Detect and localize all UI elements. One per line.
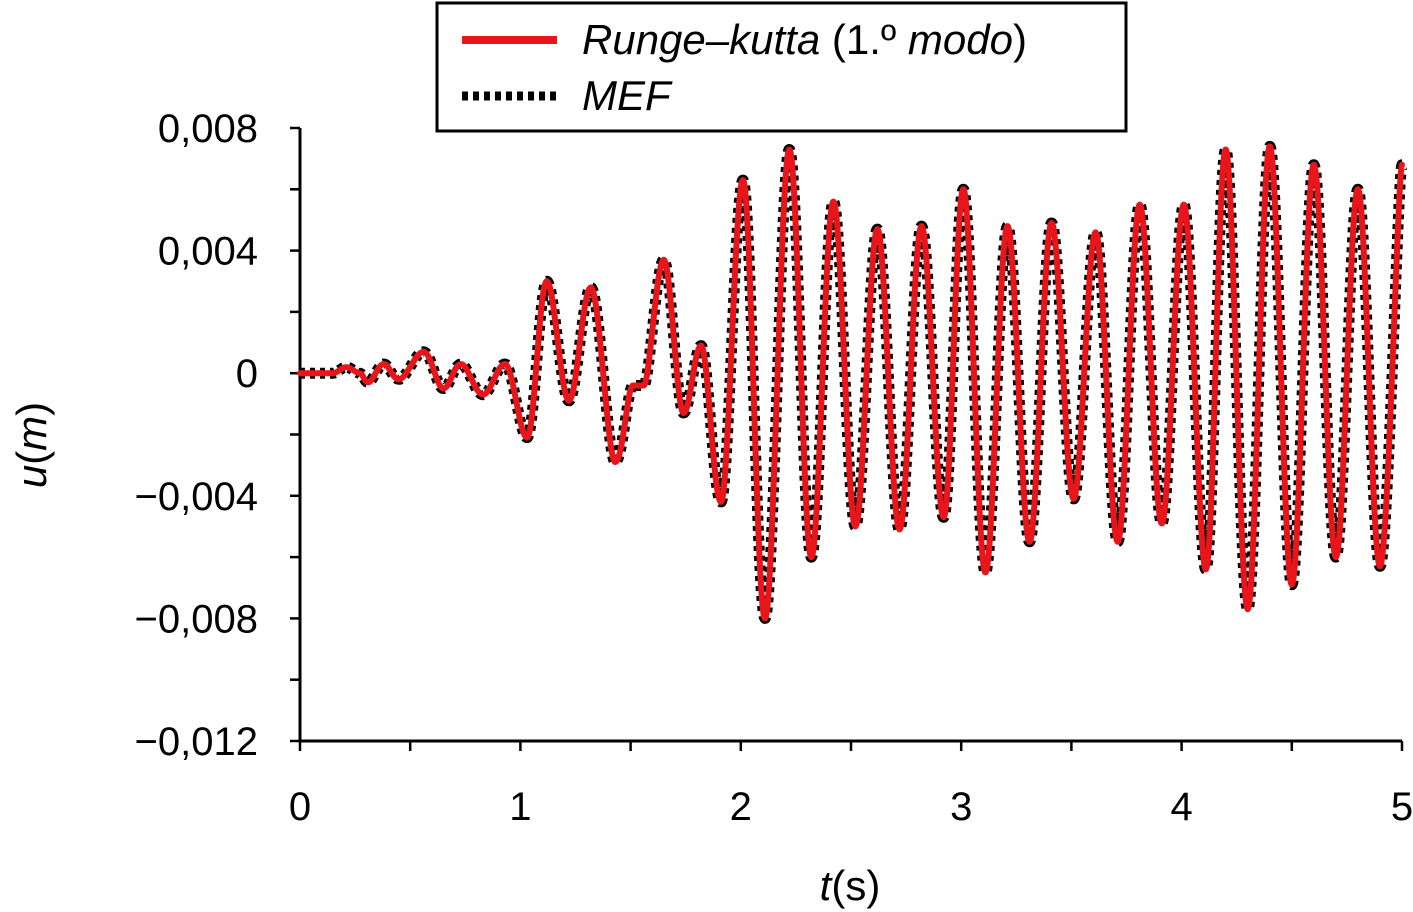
legend: Runge–kutta (1.º modo) MEF (435, 1, 1128, 133)
data-point (544, 278, 550, 284)
data-point (661, 257, 667, 263)
data-point (641, 383, 647, 388)
data-point (480, 392, 486, 398)
y-tick-label: −0,012 (135, 720, 258, 764)
data-point (852, 524, 858, 529)
data-point (681, 410, 686, 416)
data-point (1289, 582, 1295, 588)
data-point (381, 361, 387, 367)
data-point (919, 223, 924, 229)
data-point (1049, 220, 1055, 226)
data-point (1223, 147, 1229, 152)
legend-label-runge-kutta: Runge–kutta (1.º modo) (582, 16, 1027, 63)
data-point (874, 226, 880, 232)
data-point (1355, 186, 1361, 192)
y-tick-label: 0 (236, 352, 258, 396)
data-point (365, 379, 371, 385)
data-point (396, 376, 402, 382)
data-point (502, 361, 508, 367)
data-point (588, 284, 594, 290)
x-tick-label: 2 (730, 785, 752, 829)
data-point (1071, 496, 1077, 502)
legend-box (435, 1, 1128, 133)
y-tick-label: 0,008 (158, 107, 258, 151)
y-tick-label: −0,008 (135, 597, 258, 641)
data-point (630, 383, 636, 388)
data-point (1137, 202, 1143, 208)
ticks (290, 126, 1404, 751)
data-point (458, 361, 464, 367)
series-line-runge-kutta (297, 143, 1405, 622)
data-point (1181, 202, 1187, 208)
y-axis-title: u(m) (8, 402, 55, 488)
x-tick-label: 5 (1391, 785, 1413, 829)
data-point (941, 514, 947, 520)
data-point (982, 569, 988, 575)
data-point (524, 435, 530, 441)
series-group (297, 140, 1408, 624)
data-point (740, 177, 746, 183)
data-point (897, 527, 902, 532)
data-point (1115, 539, 1121, 545)
data-point (698, 343, 704, 349)
tick-labels: 0 1 2 3 4 5 0,008 0,004 0 −0,004 −0,008 −0,012 (135, 107, 1413, 829)
data-point (566, 398, 572, 404)
data-point (1311, 162, 1317, 168)
data-point (343, 364, 349, 370)
data-point (440, 386, 446, 391)
x-axis-title: t(s) (820, 862, 881, 909)
legend-label-mef: MEF (582, 72, 673, 119)
data-point (1005, 223, 1010, 229)
data-point (357, 370, 362, 376)
y-tick-label: 0,004 (158, 230, 258, 274)
data-point (1203, 566, 1209, 572)
data-point (960, 186, 966, 192)
data-point (612, 459, 618, 465)
data-point (718, 499, 724, 505)
data-point (808, 554, 814, 560)
data-point (1093, 229, 1099, 235)
x-tick-label: 1 (509, 785, 531, 829)
data-point (1267, 143, 1273, 149)
data-point (762, 615, 768, 621)
data-point (420, 349, 426, 355)
data-point (1377, 563, 1383, 569)
x-tick-label: 3 (950, 785, 972, 829)
data-point (1333, 554, 1339, 560)
x-tick-label: 4 (1170, 785, 1192, 829)
x-tick-label: 0 (289, 785, 311, 829)
data-point (1159, 520, 1165, 526)
data-point (1027, 539, 1032, 545)
data-point (330, 370, 336, 376)
data-point (1399, 162, 1405, 168)
data-point (830, 199, 836, 205)
data-point (786, 147, 792, 152)
data-point (319, 370, 325, 376)
data-point (1245, 606, 1251, 612)
y-tick-label: −0,004 (135, 475, 258, 519)
data-point (297, 370, 303, 376)
